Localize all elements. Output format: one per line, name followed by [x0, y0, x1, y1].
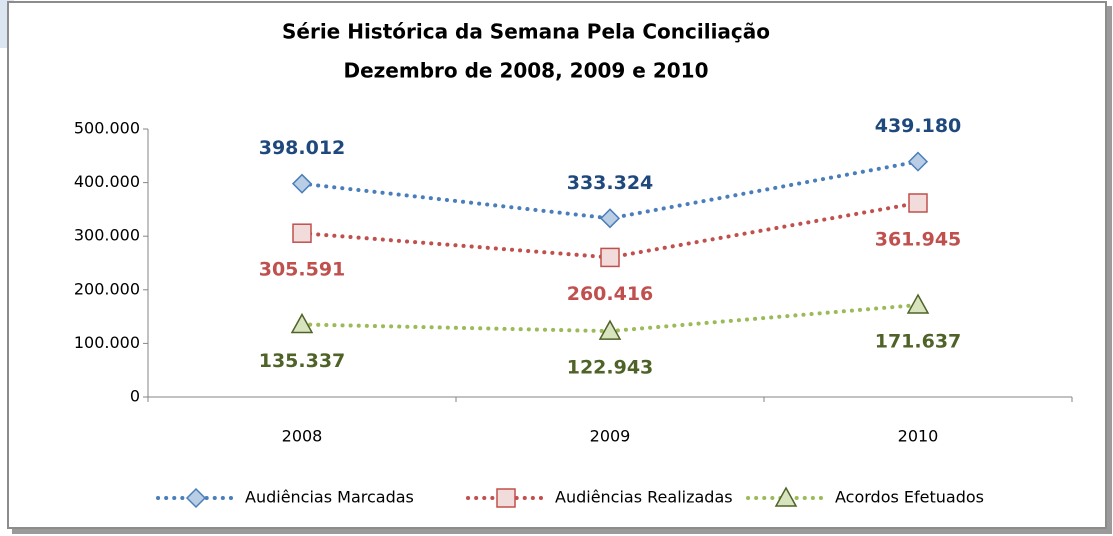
series-line	[300, 159, 920, 221]
data-label: 439.180	[875, 115, 962, 137]
x-tick-label: 2009	[590, 427, 631, 446]
data-label: 122.943	[567, 357, 654, 379]
legend-marker	[185, 487, 207, 509]
data-label: 171.637	[875, 331, 962, 353]
data-label: 135.337	[259, 350, 346, 372]
marker	[907, 151, 929, 172]
legend-label: Acordos Efetuados	[835, 488, 984, 507]
marker	[291, 173, 313, 194]
marker	[292, 223, 312, 243]
legend-marker	[774, 486, 798, 507]
y-tick-label: 100.000	[74, 333, 140, 352]
data-label: 398.012	[259, 137, 346, 159]
data-label: 260.416	[567, 283, 654, 305]
chart-subtitle: Dezembro de 2008, 2009 e 2010	[344, 59, 709, 83]
data-label: 305.591	[259, 259, 346, 281]
y-tick-label: 500.000	[74, 119, 140, 138]
y-tick-label: 400.000	[74, 172, 140, 191]
legend-marker	[496, 488, 516, 508]
marker	[598, 319, 622, 340]
marker	[599, 208, 621, 229]
marker	[290, 312, 314, 334]
y-tick-label: 300.000	[74, 226, 140, 245]
legend-label: Audiências Realizadas	[555, 488, 733, 507]
y-tick-label: 200.000	[74, 279, 140, 298]
data-label: 361.945	[875, 228, 962, 250]
legend-label: Audiências Marcadas	[245, 488, 414, 507]
chart-frame	[7, 1, 1107, 529]
y-tick-label: 0	[130, 387, 140, 406]
chart-title: Série Histórica da Semana Pela Conciliaç…	[282, 20, 770, 44]
marker	[600, 247, 620, 268]
marker	[908, 193, 928, 213]
data-label: 333.324	[567, 172, 654, 194]
marker	[906, 293, 930, 314]
x-tick-label: 2010	[898, 427, 939, 446]
x-tick-label: 2008	[282, 427, 323, 446]
